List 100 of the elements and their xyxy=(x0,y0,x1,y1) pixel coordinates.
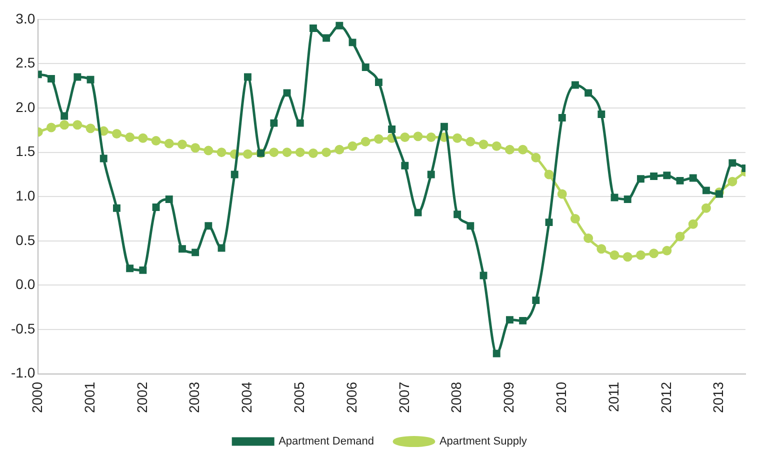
x-tick-label: 2005 xyxy=(290,382,307,414)
point xyxy=(427,170,435,178)
point xyxy=(125,132,135,142)
point xyxy=(598,110,606,118)
x-tick-label: 2008 xyxy=(448,382,464,414)
point xyxy=(636,250,646,260)
x-tick-label: 2012 xyxy=(658,382,674,414)
point xyxy=(610,194,618,202)
point xyxy=(72,120,82,130)
point xyxy=(112,128,122,138)
y-tick-label: -1.0 xyxy=(11,364,36,381)
point xyxy=(492,141,502,151)
point xyxy=(506,316,514,324)
point xyxy=(348,38,356,46)
point xyxy=(295,148,305,158)
x-tick-label: 2009 xyxy=(500,382,517,414)
y-tick-label: 0.5 xyxy=(16,232,36,248)
point xyxy=(244,73,252,81)
point xyxy=(650,172,658,180)
point xyxy=(584,89,592,97)
point xyxy=(663,172,671,180)
y-tick-label: 2.0 xyxy=(16,98,36,115)
y-tick-label: 0.0 xyxy=(16,276,36,292)
point xyxy=(728,176,738,186)
y-tick-label: 2.5 xyxy=(16,54,36,71)
legend-label: Apartment Demand xyxy=(278,436,374,448)
point xyxy=(401,162,409,170)
point xyxy=(218,244,226,252)
point xyxy=(532,296,540,304)
point xyxy=(466,222,474,230)
point xyxy=(676,176,684,184)
point xyxy=(426,132,436,142)
point xyxy=(728,159,736,167)
point xyxy=(649,248,659,258)
point xyxy=(151,136,161,146)
point xyxy=(571,81,579,89)
point xyxy=(177,140,187,150)
point xyxy=(454,210,462,218)
point xyxy=(701,203,711,213)
point xyxy=(518,144,528,154)
point xyxy=(60,120,70,130)
point xyxy=(86,76,94,84)
point xyxy=(204,222,212,230)
x-tick-label: 2004 xyxy=(238,382,255,414)
x-tick-label: 2007 xyxy=(396,382,412,414)
point xyxy=(165,196,173,204)
point xyxy=(413,132,423,142)
point xyxy=(544,170,554,180)
y-tick-label: 1.5 xyxy=(16,143,36,160)
point xyxy=(414,208,422,216)
point xyxy=(624,196,632,204)
point xyxy=(348,141,358,151)
point xyxy=(86,124,96,134)
x-tick-label: 2001 xyxy=(81,382,98,414)
point xyxy=(126,264,134,272)
point xyxy=(336,22,344,30)
point xyxy=(322,148,332,158)
point xyxy=(48,75,55,82)
point xyxy=(531,152,541,162)
point xyxy=(570,214,580,224)
point xyxy=(139,266,147,274)
y-tick-label: 3.0 xyxy=(16,10,36,26)
point xyxy=(662,246,672,256)
point xyxy=(296,119,304,127)
point xyxy=(504,144,514,154)
point xyxy=(309,24,317,32)
point xyxy=(688,219,698,229)
point xyxy=(112,204,120,212)
point xyxy=(716,190,724,198)
point xyxy=(452,133,462,143)
x-tick-label: 2002 xyxy=(134,382,150,414)
x-tick-label: 2013 xyxy=(710,382,726,414)
point xyxy=(60,112,68,120)
x-tick-label: 2011 xyxy=(605,382,622,412)
point xyxy=(46,122,56,132)
point xyxy=(478,140,488,150)
point xyxy=(270,119,278,127)
point xyxy=(334,144,344,154)
point xyxy=(178,245,186,253)
point xyxy=(492,350,500,358)
point xyxy=(164,138,174,148)
x-tick-label: 2000 xyxy=(28,382,45,414)
point xyxy=(622,252,632,262)
legend-label: Apartment Supply xyxy=(439,436,528,448)
point xyxy=(636,175,644,183)
point xyxy=(400,132,410,142)
point xyxy=(440,122,448,130)
y-tick-label: 1.0 xyxy=(16,187,36,204)
point xyxy=(519,316,527,324)
y-tick-label: -0.5 xyxy=(11,320,36,336)
point xyxy=(374,134,384,144)
point xyxy=(216,148,226,158)
point xyxy=(269,148,279,158)
point xyxy=(308,148,318,158)
point xyxy=(362,64,370,71)
point xyxy=(152,204,160,211)
point xyxy=(557,189,567,199)
point xyxy=(675,232,685,242)
point xyxy=(192,248,200,256)
point xyxy=(204,146,214,156)
